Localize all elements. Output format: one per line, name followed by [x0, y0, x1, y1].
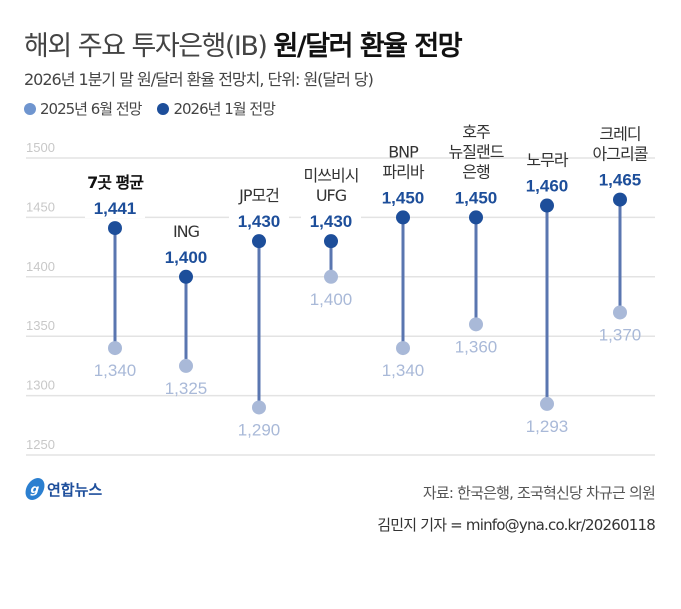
dot-2026: [324, 234, 338, 249]
legend: 2025년 6월 전망 2026년 1월 전망: [24, 98, 276, 119]
value-label-2025: 1,340: [382, 361, 425, 380]
category-label: 7곳 평균: [87, 173, 144, 192]
title-light: 해외 주요 투자은행(IB): [24, 31, 268, 62]
yonhap-logo: g 연합뉴스: [23, 478, 103, 500]
value-label-2026: 1,400: [165, 248, 208, 267]
legend-label: 2026년 1월 전망: [173, 100, 275, 118]
value-label-2026: 1,450: [382, 188, 425, 207]
value-label-bg: [301, 209, 361, 232]
y-tick-label: 1250: [26, 437, 55, 452]
value-label-bg: [156, 244, 216, 267]
value-label-bg: [590, 167, 650, 190]
value-label-2025: 1,293: [526, 417, 569, 436]
value-label-2025: 1,400: [310, 290, 353, 309]
value-label-2026: 1,460: [526, 177, 569, 196]
legend-dot: [24, 103, 36, 115]
chart-subtitle: 2026년 1분기 말 원/달러 환율 전망치, 단위: 원(달러 당): [24, 70, 374, 89]
legend-item-2025: 2025년 6월 전망: [24, 98, 142, 119]
dot-2026: [179, 269, 193, 284]
value-label-bg: [229, 209, 289, 232]
dot-2025: [396, 341, 410, 356]
title-bold: 원/달러 환율 전망: [273, 31, 463, 62]
chart-title: 해외 주요 투자은행(IB) 원/달러 환율 전망: [24, 24, 463, 63]
category-label: JP모건: [238, 186, 279, 205]
dot-2026: [396, 210, 410, 225]
dot-2026: [540, 198, 554, 213]
category-label: 노무라: [526, 151, 568, 170]
category-label: 파리바: [382, 162, 424, 181]
source-text: 자료: 한국은행, 조국혁신당 차규근 의원: [422, 484, 656, 502]
value-label-2026: 1,430: [310, 212, 353, 231]
legend-dot: [157, 103, 170, 115]
dot-2025: [252, 400, 266, 415]
category-label: UFG: [316, 186, 347, 205]
y-tick-label: 1500: [26, 140, 55, 155]
category-label: 뉴질랜드: [449, 142, 504, 161]
dot-2026: [613, 192, 627, 207]
legend-label: 2025년 6월 전망: [40, 100, 142, 118]
value-label-bg: [446, 185, 506, 208]
dot-2026: [469, 210, 483, 225]
value-label-2025: 1,360: [455, 337, 498, 356]
value-label-2026: 1,450: [455, 188, 498, 207]
category-label: 은행: [462, 162, 490, 181]
category-label: 크레디: [599, 125, 640, 144]
logo-mark-icon: g: [23, 478, 47, 500]
value-label-bg: [373, 185, 433, 208]
value-label-2025: 1,370: [599, 325, 642, 344]
dot-2025: [179, 358, 193, 373]
value-label-bg: [517, 173, 577, 196]
value-label-bg: [85, 196, 145, 219]
category-label: ING: [173, 222, 200, 241]
dot-2025: [324, 269, 338, 284]
dot-2026: [108, 221, 122, 236]
category-label: 미쓰비시: [304, 166, 359, 185]
dot-2025: [469, 317, 483, 332]
y-tick-label: 1350: [26, 318, 55, 333]
y-tick-label: 1300: [26, 378, 55, 393]
dot-2025: [108, 341, 122, 356]
credit-text: 김민지 기자 = minfo@yna.co.kr/20260118: [377, 516, 656, 534]
value-label-2025: 1,325: [165, 379, 208, 398]
legend-item-2026: 2026년 1월 전망: [157, 98, 276, 119]
value-label-2025: 1,290: [238, 420, 281, 439]
dot-2025: [540, 396, 554, 411]
y-tick-label: 1450: [26, 199, 55, 214]
value-label-2026: 1,430: [238, 212, 281, 231]
dot-2025: [613, 305, 627, 320]
category-label: 아그리콜: [593, 145, 648, 164]
value-label-2026: 1,441: [94, 199, 137, 218]
value-label-2026: 1,465: [599, 171, 642, 190]
value-label-2025: 1,340: [94, 361, 137, 380]
logo-text: 연합뉴스: [47, 480, 103, 499]
category-label: BNP: [388, 142, 419, 161]
dot-2026: [252, 234, 266, 249]
y-tick-label: 1400: [26, 259, 55, 274]
category-label: 호주: [462, 122, 490, 141]
